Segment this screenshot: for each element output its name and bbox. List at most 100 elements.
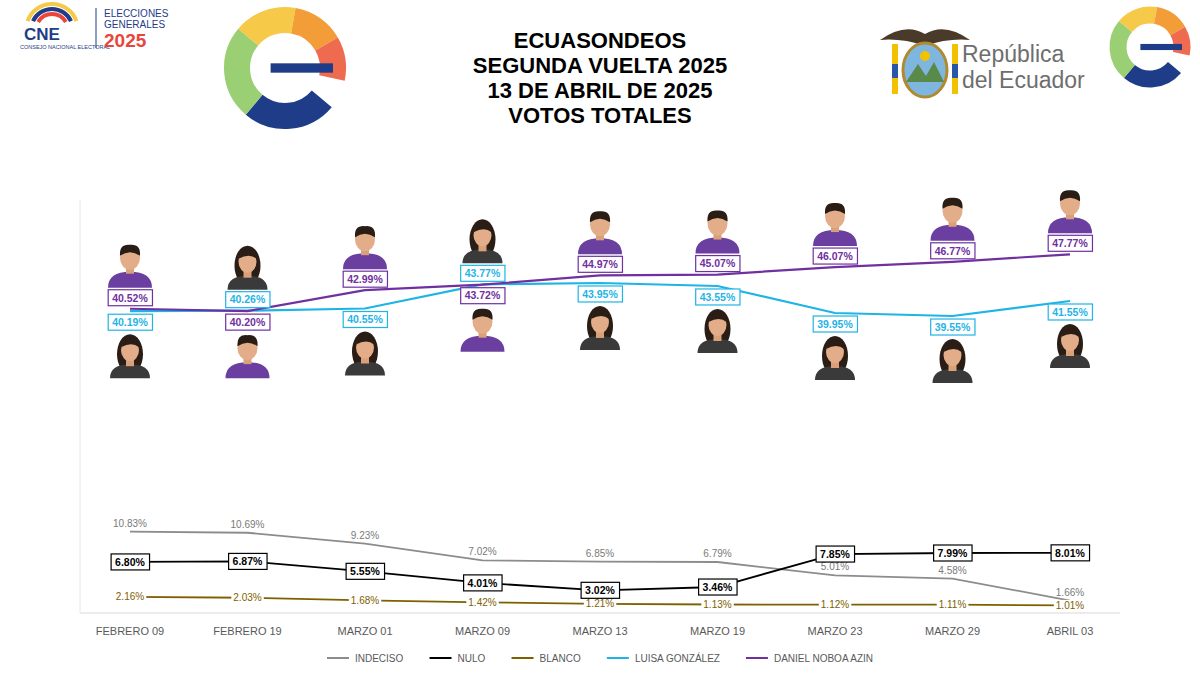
logo-text: CNE xyxy=(24,25,60,44)
label-box xyxy=(461,288,505,304)
data-label-box: 46.07% xyxy=(813,248,857,264)
coat-of-arms xyxy=(880,29,970,97)
data-label-box: 39.95% xyxy=(813,316,857,332)
data-label: 7.99% xyxy=(938,547,968,559)
data-label-box: 7.99% xyxy=(934,545,972,561)
data-label-box: 43.72% xyxy=(461,288,505,304)
label-box xyxy=(699,579,737,595)
label-bg xyxy=(937,599,969,610)
data-label-plain: 2.16% xyxy=(114,591,146,602)
data-label-plain: 10.83% xyxy=(113,518,147,529)
x-tick-label: MARZO 01 xyxy=(337,625,392,637)
data-label-plain: 1.68% xyxy=(349,595,381,606)
data-label: 39.95% xyxy=(817,318,853,330)
legend-item: BLANCO xyxy=(512,653,581,664)
data-label: 40.26% xyxy=(230,293,266,305)
top xyxy=(933,369,973,383)
data-label: 1.11% xyxy=(939,599,967,610)
top xyxy=(815,366,855,380)
data-label-plain: 5.01% xyxy=(821,561,849,572)
candidate-photo xyxy=(461,309,505,352)
flag xyxy=(892,64,898,78)
data-label-box: 40.52% xyxy=(108,290,152,306)
data-label: 46.07% xyxy=(817,250,853,262)
x-tick-label: MARZO 19 xyxy=(690,625,745,637)
candidate-photo xyxy=(931,198,975,241)
data-label: 3.46% xyxy=(703,581,733,593)
data-label: 6.87% xyxy=(233,555,263,567)
flag xyxy=(952,64,958,78)
subtitle: SEGUNDA VUELTA 2025 xyxy=(473,53,727,78)
label-box xyxy=(696,289,740,305)
x-tick-label: ABRIL 03 xyxy=(1047,625,1094,637)
logo-arc xyxy=(254,99,322,116)
data-label-plain: 1.11% xyxy=(937,599,969,610)
logo-arc xyxy=(1129,68,1174,79)
legend-item: LUISA GONZÁLEZ xyxy=(607,652,720,664)
legend-item: NULO xyxy=(430,653,486,664)
data-label-box: 43.95% xyxy=(578,286,622,302)
data-label: 1.01% xyxy=(1056,600,1084,611)
data-label-plain: 6.85% xyxy=(586,548,614,559)
chart: CNECONSEJO NACIONAL ELECTORALELECCIONESG… xyxy=(0,0,1200,675)
x-axis xyxy=(80,613,1120,614)
data-label-box: 46.77% xyxy=(931,243,975,259)
label-box xyxy=(816,546,854,562)
data-label: 1.21% xyxy=(586,598,614,609)
data-label-plain: 1.12% xyxy=(819,599,851,610)
data-label: 46.77% xyxy=(935,245,971,257)
data-label-box: 3.46% xyxy=(699,579,737,595)
logo-arc xyxy=(1156,15,1178,31)
candidate-photo xyxy=(698,309,738,353)
series-line xyxy=(130,532,1070,601)
lines xyxy=(130,254,1070,605)
logo-arc xyxy=(33,9,71,21)
data-label: 40.20% xyxy=(230,316,266,328)
data-label-box: 4.01% xyxy=(464,575,502,591)
candidate-photo xyxy=(933,339,973,383)
top xyxy=(580,336,620,350)
legend-label: NULO xyxy=(458,653,486,664)
data-label-box: 43.77% xyxy=(461,265,505,281)
data-label-plain: 1.01% xyxy=(1054,600,1086,611)
candidate-photo xyxy=(226,335,270,378)
logo-arc xyxy=(1118,26,1129,71)
hair xyxy=(944,343,962,352)
top xyxy=(698,339,738,353)
data-label: 43.95% xyxy=(582,288,618,300)
candidate-photo xyxy=(696,210,740,253)
candidate-photo xyxy=(343,226,387,269)
top xyxy=(1050,354,1090,368)
data-label: 3.02% xyxy=(585,584,615,596)
candidate-photo xyxy=(578,211,622,254)
logo-text: ELECCIONES xyxy=(104,8,169,19)
hair xyxy=(356,335,374,344)
data-label: 41.55% xyxy=(1052,306,1088,318)
hair xyxy=(121,338,139,347)
candidate-photo xyxy=(108,245,152,288)
legend-label: LUISA GONZÁLEZ xyxy=(635,652,720,664)
data-label-box: 40.19% xyxy=(108,314,152,330)
label-box xyxy=(813,316,857,332)
data-label-box: 40.26% xyxy=(226,292,270,308)
label-box xyxy=(464,575,502,591)
legend-swatch xyxy=(512,657,534,659)
data-label: 1.13% xyxy=(703,599,731,610)
label-box xyxy=(931,319,975,335)
label-bg xyxy=(584,598,616,609)
logo-bar xyxy=(1140,44,1182,50)
label-bg xyxy=(231,592,263,603)
shirt xyxy=(931,225,975,241)
logo-arc xyxy=(327,44,333,78)
label-box xyxy=(578,286,622,302)
data-label-plain: 1.13% xyxy=(701,599,733,610)
candidate-photo xyxy=(1050,324,1090,368)
label-box xyxy=(813,248,857,264)
shirt xyxy=(813,230,857,246)
data-label-box: 39.55% xyxy=(931,319,975,335)
data-label: 1.12% xyxy=(821,599,849,610)
data-label-plain: 2.03% xyxy=(231,592,263,603)
data-label: 40.19% xyxy=(112,316,148,328)
candidate-photo xyxy=(228,246,268,290)
logo-text: CONSEJO NACIONAL ELECTORAL xyxy=(20,44,110,50)
